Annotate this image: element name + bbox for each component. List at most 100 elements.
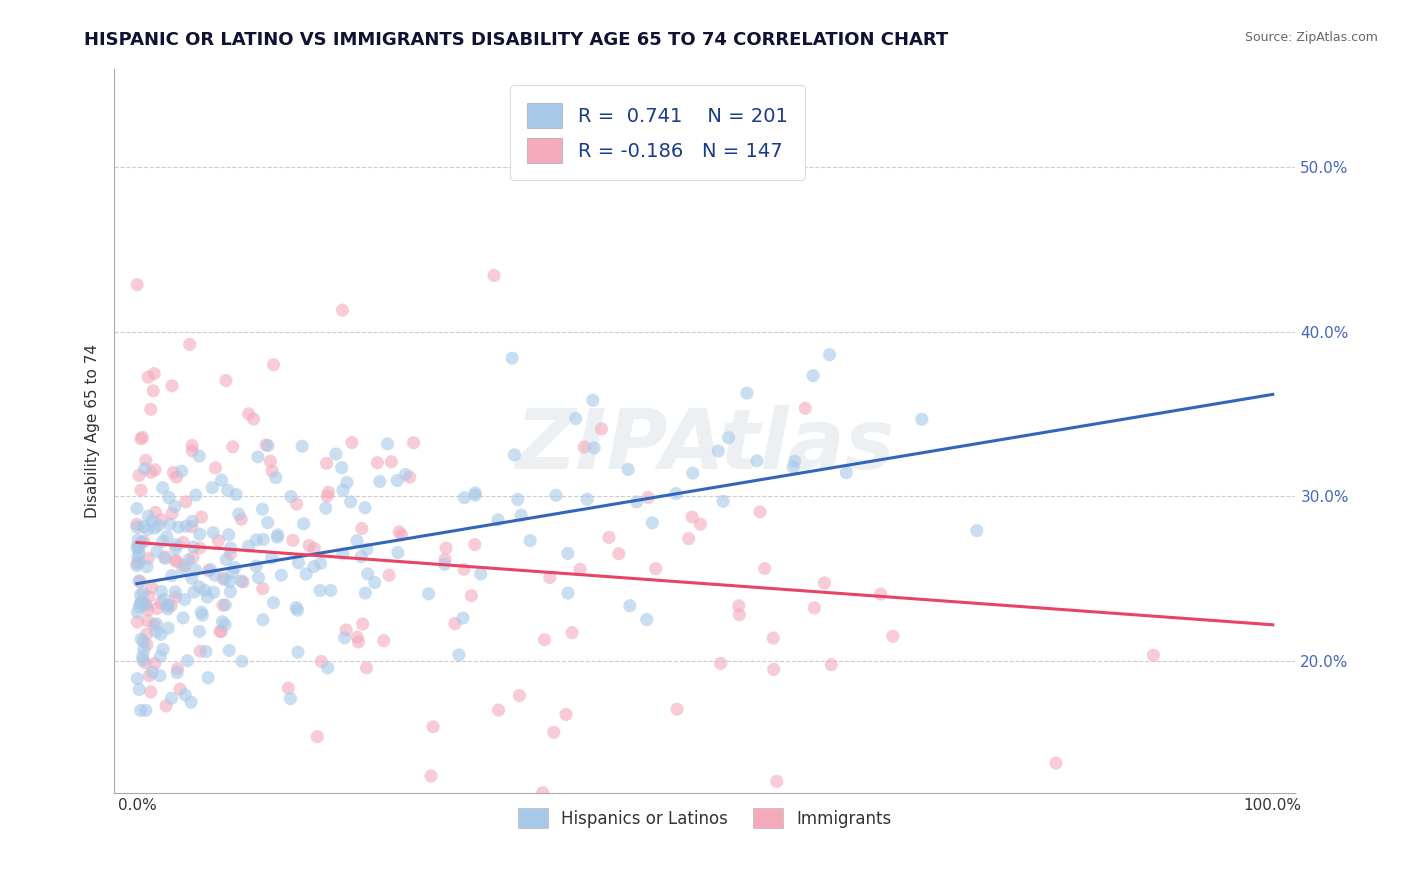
Point — [387, 545, 409, 559]
Point — [139, 685, 162, 699]
Point — [214, 598, 236, 612]
Point — [302, 559, 325, 574]
Point — [228, 507, 250, 521]
Point — [762, 631, 785, 645]
Point — [146, 601, 169, 615]
Point — [488, 703, 510, 717]
Point — [391, 528, 413, 542]
Point — [315, 501, 337, 516]
Point — [153, 549, 176, 564]
Point — [378, 568, 401, 582]
Point — [141, 665, 163, 680]
Point — [132, 520, 155, 534]
Point — [246, 450, 269, 464]
Point — [464, 486, 486, 500]
Point — [287, 556, 309, 570]
Point — [340, 435, 363, 450]
Point — [598, 530, 620, 544]
Point — [183, 540, 205, 554]
Point — [128, 555, 150, 569]
Point — [135, 598, 157, 612]
Point — [202, 585, 225, 599]
Point — [257, 439, 280, 453]
Point — [218, 643, 240, 657]
Point — [127, 549, 149, 564]
Point — [128, 599, 150, 614]
Point — [136, 523, 159, 537]
Point — [482, 268, 505, 283]
Point — [911, 412, 934, 426]
Point — [166, 662, 188, 676]
Point — [433, 552, 456, 566]
Point — [543, 725, 565, 739]
Point — [267, 528, 290, 542]
Point — [644, 562, 666, 576]
Point — [142, 384, 165, 398]
Point — [188, 527, 211, 541]
Point — [247, 571, 270, 585]
Point — [180, 695, 202, 709]
Point — [350, 521, 373, 535]
Point — [188, 449, 211, 463]
Point — [533, 632, 555, 647]
Point — [813, 576, 835, 591]
Point — [129, 632, 152, 647]
Point — [143, 367, 166, 381]
Point — [197, 564, 219, 578]
Point — [174, 519, 197, 533]
Point — [666, 702, 689, 716]
Point — [218, 528, 240, 542]
Point — [128, 541, 150, 555]
Point — [156, 599, 179, 613]
Point — [398, 470, 420, 484]
Point — [136, 603, 159, 617]
Point — [127, 672, 149, 686]
Point — [225, 487, 247, 501]
Point — [149, 596, 172, 610]
Point — [464, 538, 486, 552]
Point — [128, 574, 150, 588]
Point — [134, 597, 156, 611]
Point — [157, 621, 180, 635]
Point — [219, 584, 242, 599]
Point — [356, 661, 378, 675]
Point — [177, 553, 200, 567]
Point — [138, 590, 160, 604]
Point — [163, 500, 186, 514]
Point — [165, 541, 187, 556]
Point — [139, 402, 162, 417]
Point — [818, 348, 841, 362]
Point — [128, 682, 150, 697]
Point — [292, 516, 315, 531]
Point — [184, 563, 207, 577]
Point — [508, 689, 530, 703]
Point — [172, 535, 194, 549]
Point — [373, 633, 395, 648]
Point — [156, 530, 179, 544]
Point — [782, 460, 804, 475]
Point — [135, 627, 157, 641]
Point — [869, 587, 891, 601]
Point — [682, 466, 704, 480]
Point — [464, 488, 486, 502]
Point — [245, 533, 267, 547]
Point — [174, 688, 197, 702]
Point — [153, 592, 176, 607]
Point — [160, 568, 183, 582]
Point — [134, 656, 156, 670]
Point — [207, 533, 229, 548]
Point — [835, 466, 858, 480]
Point — [139, 465, 162, 479]
Point — [157, 491, 180, 505]
Point — [132, 586, 155, 600]
Point — [166, 554, 188, 568]
Point — [197, 671, 219, 685]
Point — [256, 516, 278, 530]
Point — [201, 481, 224, 495]
Point — [252, 613, 274, 627]
Point — [200, 563, 222, 577]
Point — [135, 453, 157, 467]
Point — [143, 463, 166, 477]
Point — [332, 483, 354, 498]
Point — [125, 558, 148, 573]
